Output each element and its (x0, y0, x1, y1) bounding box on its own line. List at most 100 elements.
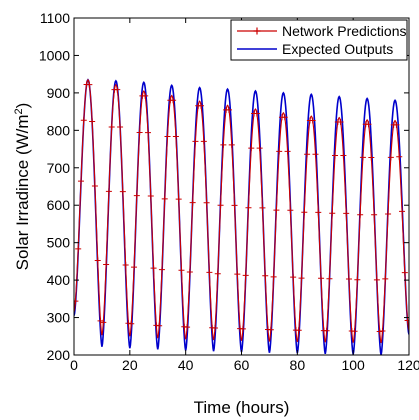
prediction-point (91, 183, 98, 190)
prediction-point (147, 193, 154, 200)
prediction-point (136, 129, 143, 136)
prediction-point (304, 151, 311, 158)
plot-background (74, 18, 409, 355)
prediction-point (150, 265, 157, 272)
y-tick-label: 700 (47, 160, 71, 176)
prediction-point (178, 267, 185, 274)
prediction-point (337, 119, 344, 126)
prediction-point (170, 97, 177, 104)
prediction-point (105, 188, 112, 195)
legend-marker-predictions (253, 27, 261, 35)
prediction-point (329, 210, 336, 217)
prediction-point (359, 154, 366, 161)
prediction-point (318, 275, 325, 282)
prediction-point (75, 245, 82, 252)
prediction-point (262, 272, 269, 279)
prediction-point (211, 324, 218, 331)
prediction-point (117, 124, 124, 131)
prediction-point (217, 202, 224, 209)
prediction-point (158, 266, 165, 273)
prediction-point (301, 209, 308, 216)
prediction-point (108, 123, 115, 130)
prediction-point (373, 276, 380, 283)
prediction-point (231, 202, 238, 209)
prediction-point (175, 196, 182, 203)
prediction-point (382, 275, 389, 282)
prediction-point (315, 209, 322, 216)
series-line-network-predictions (74, 78, 409, 344)
prediction-point (203, 199, 210, 206)
prediction-point (186, 269, 193, 276)
prediction-point (144, 129, 151, 136)
x-tick-label: 20 (122, 357, 138, 373)
x-tick-label: 120 (397, 357, 419, 373)
prediction-point (401, 269, 408, 276)
prediction-point (172, 133, 179, 140)
y-tick-label: 300 (47, 310, 71, 326)
prediction-point (323, 327, 330, 334)
prediction-point (77, 178, 84, 185)
x-tick-label: 0 (70, 357, 78, 373)
y-tick-label: 600 (47, 197, 71, 213)
x-tick-label: 100 (341, 357, 365, 373)
prediction-point (214, 270, 221, 277)
y-axis-title-main: Solar Irradince (W/m (13, 114, 32, 270)
prediction-point (351, 328, 358, 335)
prediction-point (242, 272, 249, 279)
prediction-point (284, 148, 291, 155)
y-axis-title-superscript: 2 (13, 108, 25, 114)
prediction-point (295, 327, 302, 334)
prediction-point (379, 328, 386, 334)
prediction-point (343, 210, 350, 217)
prediction-point (94, 257, 101, 264)
prediction-point (345, 275, 352, 282)
prediction-point (80, 117, 87, 124)
legend-box (230, 19, 408, 61)
prediction-point (192, 138, 199, 145)
x-tick-label: 80 (290, 357, 306, 373)
prediction-point (298, 275, 305, 282)
prediction-point (131, 264, 138, 271)
prediction-point (281, 114, 288, 121)
prediction-point (198, 102, 205, 109)
prediction-point (312, 151, 319, 158)
prediction-point (161, 195, 168, 202)
prediction-point (189, 199, 196, 206)
prediction-point (270, 273, 277, 280)
prediction-point (309, 117, 316, 124)
prediction-point (122, 262, 129, 269)
prediction-point (184, 324, 191, 331)
prediction-point (103, 261, 110, 268)
prediction-point (256, 145, 263, 152)
prediction-point (259, 204, 266, 211)
x-axis-title: Time (hours) (194, 398, 290, 417)
prediction-point (393, 121, 400, 128)
prediction-point (133, 192, 140, 199)
prediction-point (74, 298, 79, 305)
prediction-point (340, 152, 347, 159)
y-tick-label: 900 (47, 85, 71, 101)
prediction-point (368, 154, 375, 161)
prediction-point (156, 322, 163, 329)
legend: Network Predictions Expected Outputs (230, 19, 408, 61)
prediction-point (371, 211, 378, 218)
plot-frame (73, 17, 410, 356)
y-axis-title-close: ) (13, 103, 32, 109)
prediction-point (164, 133, 171, 140)
prediction-point (385, 210, 392, 217)
y-tick-label: 200 (47, 347, 71, 363)
prediction-point (396, 153, 403, 160)
prediction-point (228, 141, 235, 148)
prediction-point (326, 275, 333, 282)
prediction-point (365, 121, 372, 128)
prediction-point (245, 204, 252, 211)
y-tick-label: 1100 (40, 10, 70, 26)
prediction-point (119, 188, 126, 195)
prediction-point (200, 138, 207, 145)
legend-label-expected: Expected Outputs (282, 41, 393, 57)
prediction-point (114, 86, 121, 93)
prediction-point (267, 326, 274, 333)
prediction-point (376, 328, 383, 335)
prediction-point (399, 208, 406, 215)
